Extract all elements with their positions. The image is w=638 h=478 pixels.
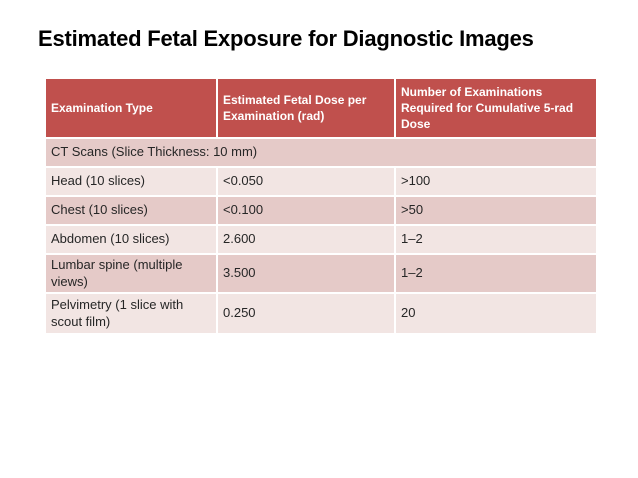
column-header-examination-type: Examination Type [46,79,216,137]
table-row: Lumbar spine (multiple views) 3.500 1–2 [46,255,596,292]
cell-exam-type: Abdomen (10 slices) [46,226,216,253]
header-row: Examination Type Estimated Fetal Dose pe… [46,79,596,137]
cell-exam-count: 20 [396,294,596,333]
table-row: Chest (10 slices) <0.100 >50 [46,197,596,224]
table-row: Pelvimetry (1 slice with scout film) 0.2… [46,294,596,333]
cell-exam-count: >50 [396,197,596,224]
cell-exam-count: 1–2 [396,255,596,292]
slide-title: Estimated Fetal Exposure for Diagnostic … [38,26,534,51]
section-header-row: CT Scans (Slice Thickness: 10 mm) [46,139,596,166]
cell-exam-count: >100 [396,168,596,195]
cell-exam-type: Pelvimetry (1 slice with scout film) [46,294,216,333]
cell-dose: 3.500 [218,255,394,292]
cell-dose: <0.100 [218,197,394,224]
cell-exam-type: Lumbar spine (multiple views) [46,255,216,292]
section-header-cell: CT Scans (Slice Thickness: 10 mm) [46,139,596,166]
table-row: Head (10 slices) <0.050 >100 [46,168,596,195]
cell-exam-type: Head (10 slices) [46,168,216,195]
exposure-table: Examination Type Estimated Fetal Dose pe… [44,77,598,335]
cell-dose: 0.250 [218,294,394,333]
column-header-fetal-dose: Estimated Fetal Dose per Examination (ra… [218,79,394,137]
cell-exam-count: 1–2 [396,226,596,253]
table-row: Abdomen (10 slices) 2.600 1–2 [46,226,596,253]
cell-dose: <0.050 [218,168,394,195]
column-header-exam-count: Number of Examinations Required for Cumu… [396,79,596,137]
cell-exam-type: Chest (10 slices) [46,197,216,224]
cell-dose: 2.600 [218,226,394,253]
